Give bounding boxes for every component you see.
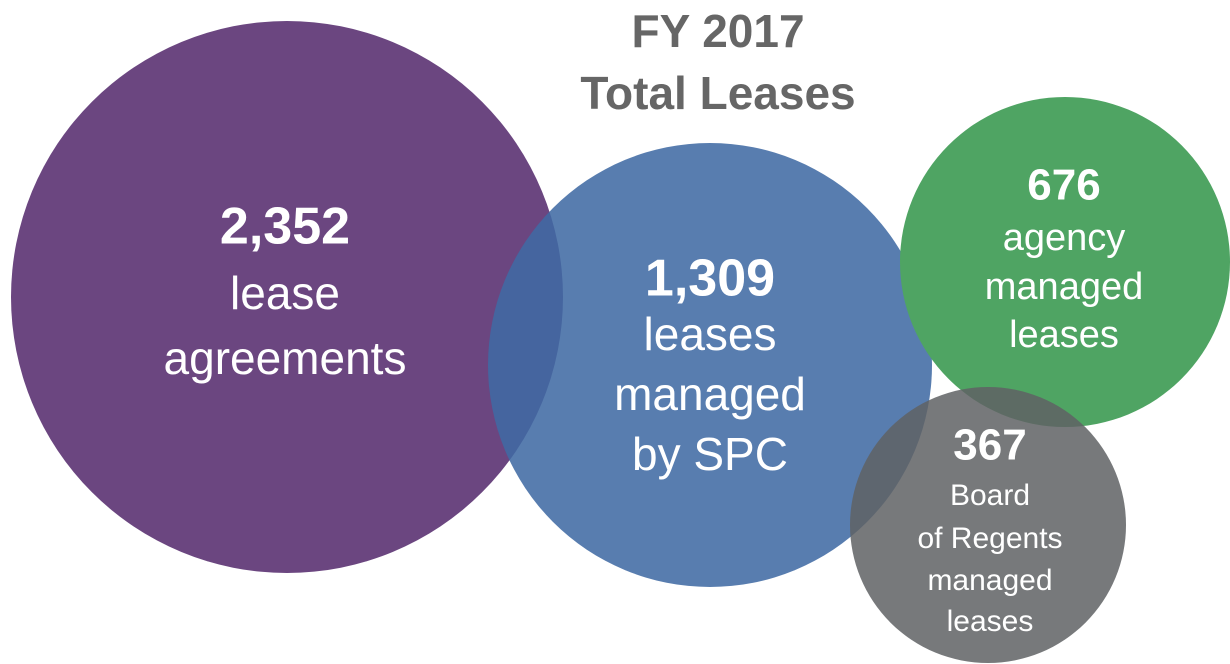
bubble-number: 1,309	[645, 250, 775, 308]
title-line: Total Leases	[580, 67, 855, 119]
bubble-label: of Regents	[917, 522, 1062, 555]
bubble-agreements	[11, 21, 563, 573]
bubble-label: managed	[927, 564, 1052, 597]
bubble-label: Board	[950, 479, 1030, 512]
bubble-label: lease	[230, 267, 340, 319]
bubble-label: agency	[1003, 217, 1126, 259]
bubble-label: leases	[947, 605, 1034, 638]
bubble-number: 2,352	[220, 198, 350, 256]
bubble-label: by SPC	[632, 428, 788, 480]
bubble-number: 367	[953, 421, 1026, 470]
bubble-label: agreements	[164, 332, 407, 384]
bubble-regents	[850, 387, 1126, 663]
bubble-label: leases	[1009, 314, 1119, 356]
bubble-label: managed	[985, 266, 1143, 308]
bubble-number: 676	[1027, 161, 1100, 210]
title-line: FY 2017	[631, 5, 804, 57]
bubble-label: leases	[644, 308, 777, 360]
bubble-label: managed	[614, 368, 806, 420]
bubble-spc	[488, 143, 932, 587]
bubble-agency	[900, 97, 1230, 427]
